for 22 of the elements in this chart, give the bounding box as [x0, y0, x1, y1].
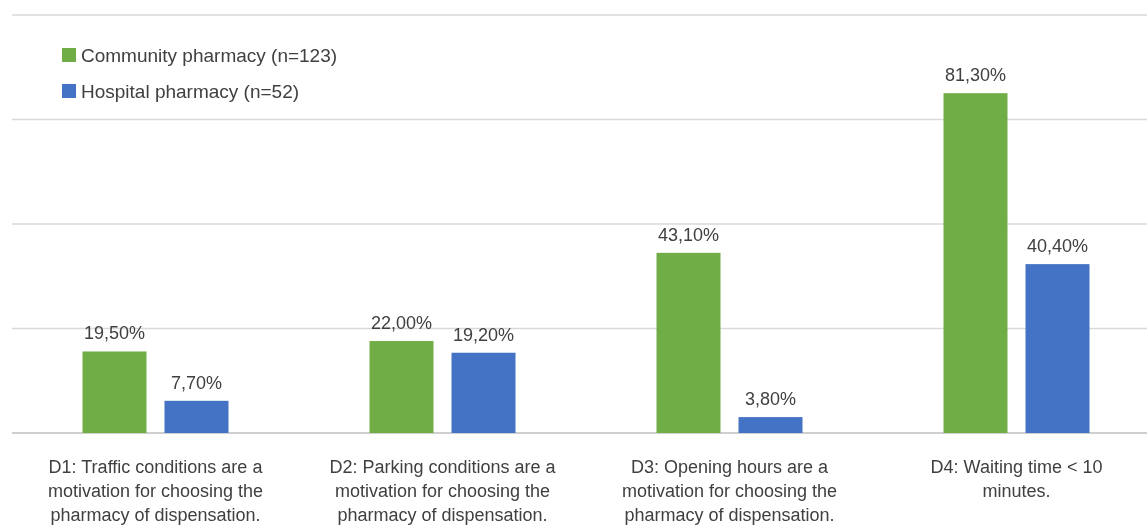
- data-label: 43,10%: [657, 224, 720, 245]
- data-label: 81,30%: [944, 65, 1007, 86]
- data-label: 7,70%: [170, 372, 223, 393]
- x-tick-label: D3: Opening hours are a motivation for choosing the pharmacy of dispensation.: [621, 457, 838, 525]
- bar: [164, 400, 229, 433]
- data-label: 3,80%: [744, 389, 797, 410]
- bar: [738, 417, 803, 433]
- x-tick-label: D2: Parking conditions are a motivation for choosing the pharmacy of dispensation.: [329, 457, 557, 525]
- x-tick-label: D4: Waiting time < 10 minutes.: [930, 457, 1103, 501]
- bar: [451, 352, 516, 433]
- data-label: 22,00%: [370, 313, 433, 334]
- bar: [82, 351, 147, 433]
- bar: [369, 341, 434, 433]
- data-label: 19,20%: [452, 324, 515, 345]
- bar: [656, 252, 721, 433]
- legend-label: Hospital pharmacy (n=52): [81, 81, 300, 102]
- bar: [943, 93, 1008, 433]
- data-label: 40,40%: [1026, 236, 1089, 257]
- legend-label: Community pharmacy (n=123): [81, 45, 338, 66]
- data-label: 19,50%: [83, 323, 146, 344]
- bar: [1025, 264, 1090, 433]
- x-tick-label: D1: Traffic conditions are a motivation for choosing the pharmacy of dispensation.: [47, 457, 264, 525]
